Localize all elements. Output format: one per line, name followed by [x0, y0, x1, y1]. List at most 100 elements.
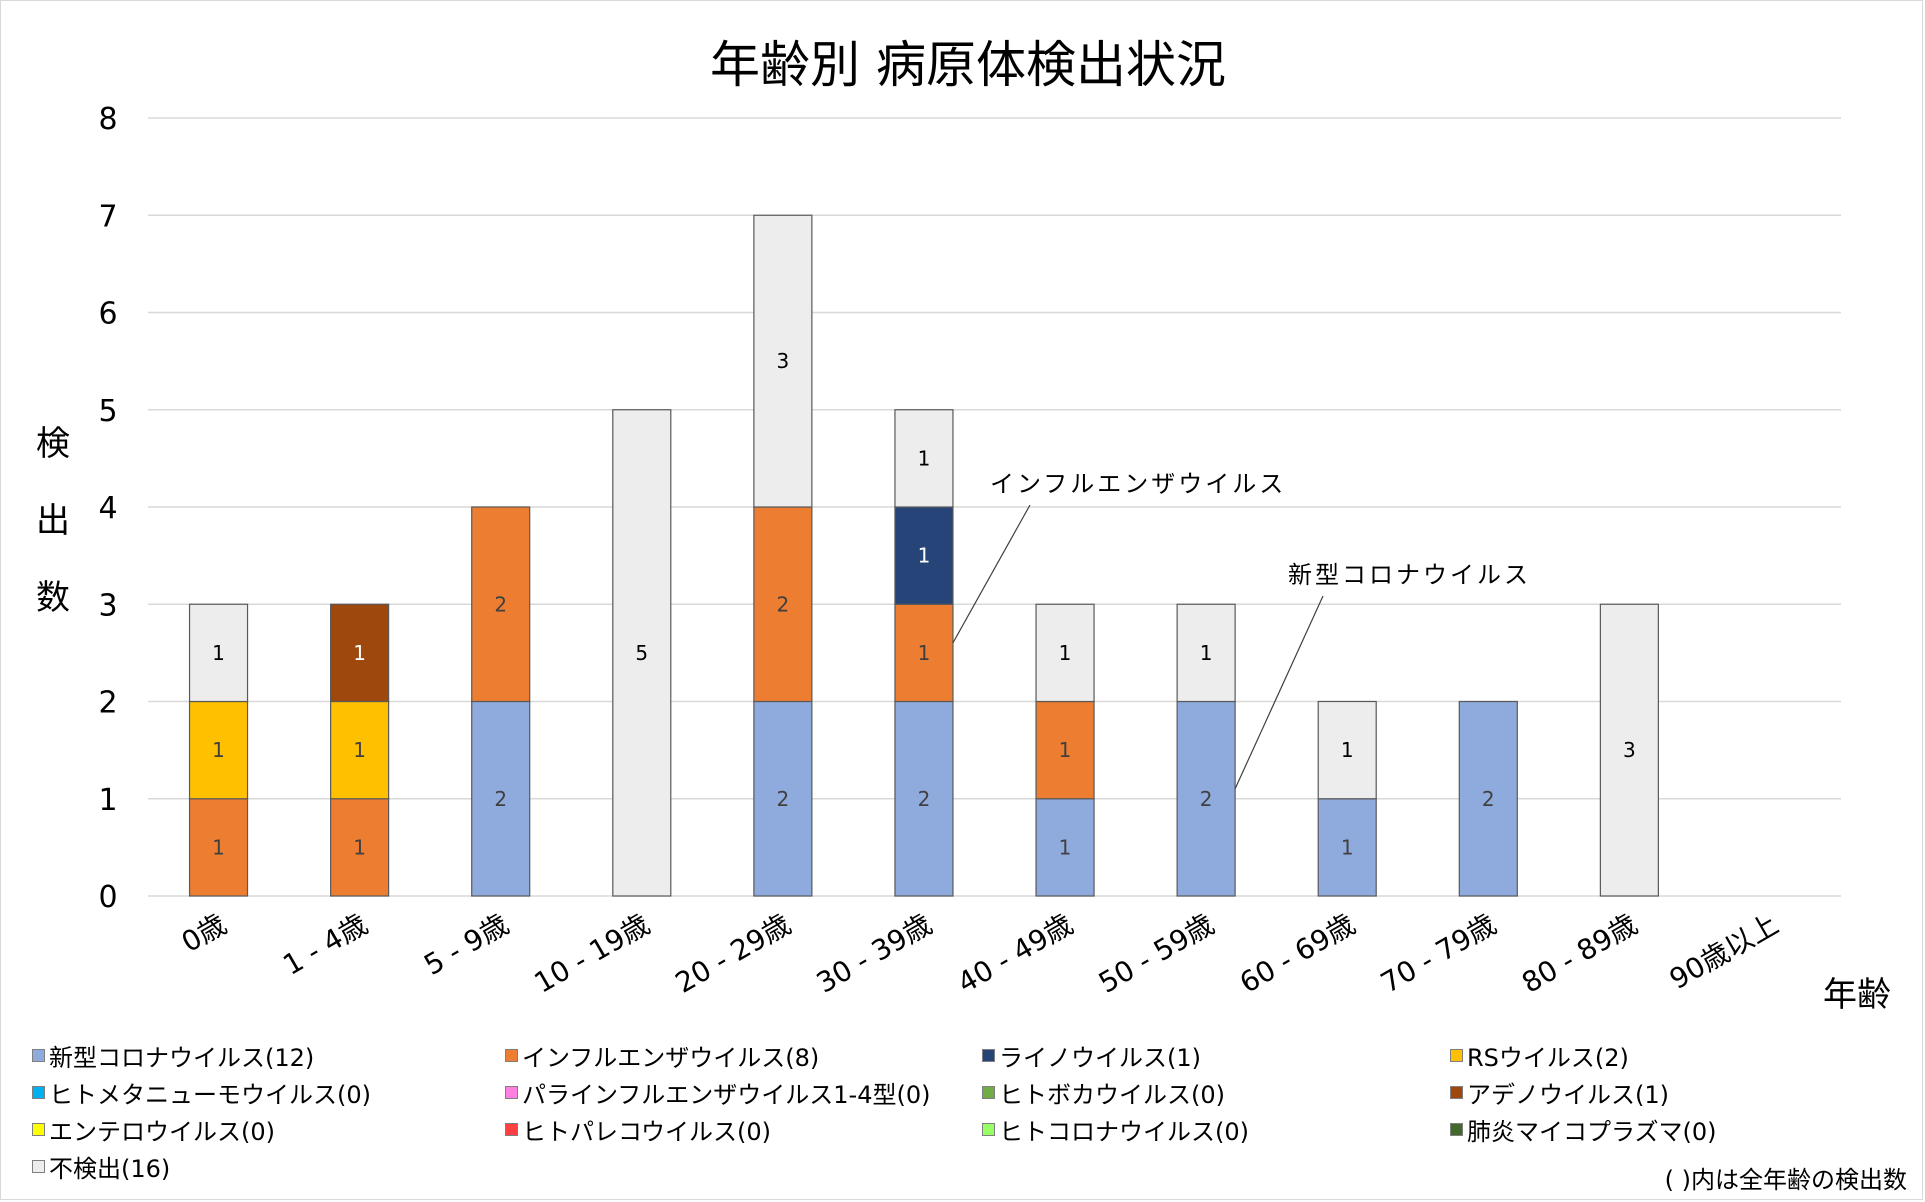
bar-segment	[188, 798, 249, 897]
legend-label: アデノウイルス(1)	[1467, 1081, 1669, 1109]
bar-segment	[753, 506, 813, 703]
legend-swatch	[1450, 1049, 1463, 1062]
y-tick-label: 7	[98, 199, 117, 234]
bar-segment	[1035, 603, 1095, 703]
legend-label: パラインフルエンザウイルス1-4型(0)	[522, 1081, 931, 1109]
data-label: 1	[1341, 835, 1354, 859]
data-label: 1	[353, 641, 366, 665]
annotation-label: 新型コロナウイルス	[1288, 561, 1531, 589]
bar-segment	[894, 506, 954, 605]
legend-swatch	[32, 1049, 45, 1062]
bar-segment	[894, 700, 954, 897]
legend-swatch	[32, 1086, 45, 1099]
x-tick-label: 90歳以上	[1664, 907, 1784, 995]
legend-label: ヒトボカウイルス(0)	[999, 1081, 1225, 1109]
data-label: 2	[494, 787, 507, 811]
legend-swatch	[1450, 1086, 1463, 1099]
bar-segment	[330, 700, 390, 800]
y-tick-label: 6	[98, 297, 117, 332]
x-tick-label: 20 - 29歳	[670, 907, 797, 999]
data-label: 2	[1200, 787, 1213, 811]
legend-label: ヒトコロナウイルス(0)	[999, 1118, 1249, 1146]
legend-swatch	[32, 1160, 45, 1173]
x-tick-label: 40 - 49歳	[952, 907, 1079, 999]
y-tick-label: 5	[98, 394, 117, 429]
legend-label: ライノウイルス(1)	[999, 1044, 1201, 1072]
y-tick-label: 2	[98, 686, 117, 721]
x-tick-label: 0歳	[176, 907, 232, 958]
legend-item: RSウイルス(2)	[1450, 1038, 1629, 1073]
legend-label: エンテロウイルス(0)	[49, 1118, 275, 1146]
y-axis-ticks: 0 1 2 3 4 5 6 7 8	[98, 102, 117, 915]
data-label: 1	[1200, 641, 1213, 665]
x-axis-title: 年齢	[1823, 975, 1891, 1015]
legend-swatch	[505, 1049, 518, 1062]
bars: 1 1 1 1 1 1 2 2 5 2 2 3 2 1 1 1 1 1 1 2 1 1 1 2 3	[188, 214, 1659, 897]
data-label: 3	[1623, 738, 1636, 762]
x-tick-label: 30 - 39歳	[811, 907, 938, 999]
y-axis-title-char: 数	[36, 578, 70, 618]
data-label: 2	[918, 787, 931, 811]
gridlines	[148, 117, 1841, 897]
legend-label: インフルエンザウイルス(8)	[522, 1044, 820, 1072]
data-label: 1	[212, 738, 225, 762]
data-label: 2	[1482, 787, 1495, 811]
x-tick-label: 60 - 69歳	[1234, 907, 1361, 999]
bar-segment	[471, 506, 531, 703]
data-label: 1	[918, 641, 931, 665]
data-label: 3	[777, 349, 790, 373]
legend-item: 新型コロナウイルス(12)	[32, 1038, 314, 1073]
y-axis-title-char: 検	[36, 424, 70, 464]
y-tick-label: 1	[98, 783, 117, 818]
legend-item: ヒトコロナウイルス(0)	[982, 1112, 1249, 1147]
bar-segment	[330, 798, 390, 897]
bar-segment	[1599, 603, 1659, 897]
bar-segment	[471, 700, 531, 897]
data-label: 5	[635, 641, 648, 665]
data-label: 2	[494, 592, 507, 616]
data-label: 1	[212, 641, 225, 665]
legend-item: ヒトメタニューモウイルス(0)	[32, 1075, 371, 1110]
data-label: 1	[212, 835, 225, 859]
data-label: 1	[1059, 641, 1072, 665]
x-axis-ticks: 0歳 1 - 4歳 5 - 9歳 10 - 19歳 20 - 29歳 30 - 39歳 40…	[176, 907, 1784, 999]
data-label: 1	[353, 835, 366, 859]
annotation-leader-line	[1234, 595, 1324, 789]
legend-swatch	[32, 1123, 45, 1136]
legend-item: エンテロウイルス(0)	[32, 1112, 275, 1147]
legend-swatch	[1450, 1123, 1463, 1136]
legend-item: ライノウイルス(1)	[982, 1038, 1201, 1073]
legend-label: ヒトメタニューモウイルス(0)	[49, 1081, 371, 1109]
bar-segment	[612, 409, 672, 897]
y-tick-label: 4	[98, 491, 117, 526]
bar-segment	[753, 214, 813, 508]
data-label: 2	[777, 592, 790, 616]
x-tick-label: 10 - 19歳	[529, 907, 656, 999]
bar-segment	[1317, 798, 1377, 897]
bar-segment	[1176, 700, 1236, 897]
legend-item: パラインフルエンザウイルス1-4型(0)	[505, 1075, 930, 1110]
legend-swatch	[982, 1049, 995, 1062]
data-label: 1	[353, 738, 366, 762]
data-label: 2	[777, 787, 790, 811]
data-label: 1	[1059, 835, 1072, 859]
legend-swatch	[982, 1086, 995, 1099]
x-tick-label: 5 - 9歳	[418, 907, 514, 981]
legend-label: ヒトパレコウイルス(0)	[522, 1118, 772, 1146]
legend-item: ヒトパレコウイルス(0)	[505, 1112, 771, 1147]
legend-swatch	[505, 1086, 518, 1099]
y-tick-label: 8	[98, 102, 117, 137]
bar-segment	[1176, 603, 1236, 703]
chart-title: 年齢別 病原体検出状況	[710, 36, 1226, 94]
bar-segment	[1458, 700, 1518, 897]
y-axis-title-char: 出	[36, 501, 70, 541]
footnote: ( )内は全年齢の検出数	[1664, 1166, 1907, 1194]
legend-label: 新型コロナウイルス(12)	[49, 1044, 315, 1072]
legend-item: インフルエンザウイルス(8)	[505, 1038, 819, 1073]
x-tick-label: 80 - 89歳	[1516, 907, 1643, 999]
legend-label: 不検出(16)	[49, 1155, 171, 1183]
data-label: 1	[918, 544, 931, 568]
annotation-leader-line	[952, 504, 1031, 644]
